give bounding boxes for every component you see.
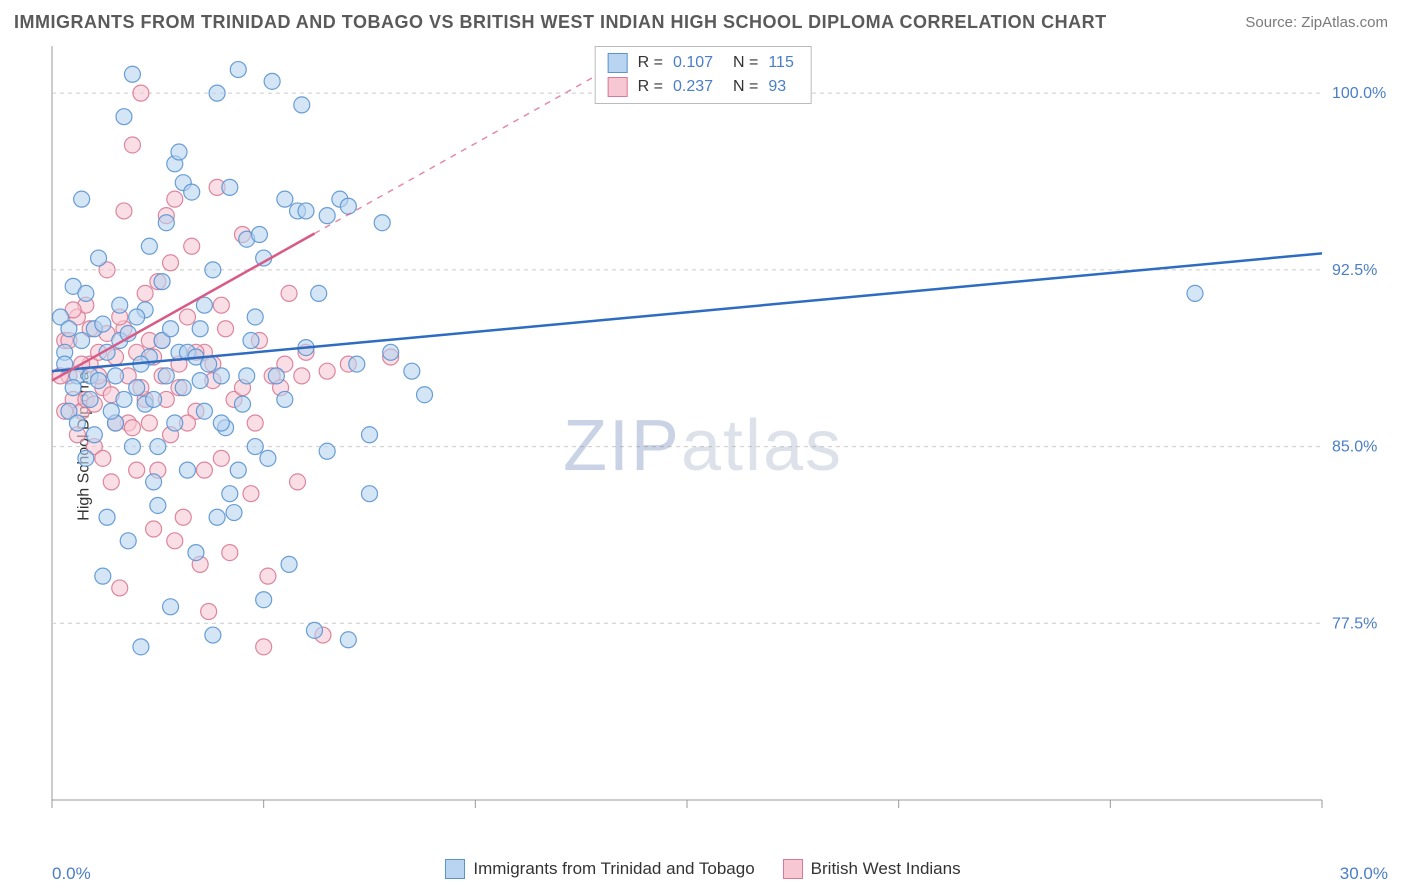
r-value: 0.107 (673, 54, 723, 72)
correlation-stats-box: R = 0.107 N = 115 R = 0.237 N = 93 (595, 46, 812, 104)
legend-swatch-icon (783, 859, 803, 879)
legend-swatch-icon (445, 859, 465, 879)
bottom-legend: Immigrants from Trinidad and Tobago Briti… (0, 859, 1406, 884)
source-attribution: Source: ZipAtlas.com (1245, 14, 1388, 31)
svg-text:100.0%: 100.0% (1332, 85, 1386, 102)
svg-text:85.0%: 85.0% (1332, 439, 1377, 456)
n-label: N = (733, 54, 758, 72)
source-label: Source: (1245, 14, 1297, 31)
stats-row-bwi: R = 0.237 N = 93 (608, 75, 799, 99)
svg-text:92.5%: 92.5% (1332, 262, 1377, 279)
chart-title: IMMIGRANTS FROM TRINIDAD AND TOBAGO VS B… (14, 12, 1107, 33)
stats-swatch-icon (608, 77, 628, 97)
legend-item-bwi: British West Indians (783, 859, 961, 879)
source-link[interactable]: ZipAtlas.com (1301, 14, 1388, 31)
plot-area: 77.5% 85.0% 92.5% 100.0% (46, 40, 1392, 840)
legend-label: Immigrants from Trinidad and Tobago (473, 859, 754, 879)
n-value: 115 (768, 54, 798, 72)
svg-text:77.5%: 77.5% (1332, 615, 1377, 632)
stats-row-trinidad: R = 0.107 N = 115 (608, 51, 799, 75)
n-value: 93 (768, 78, 798, 96)
stats-swatch-icon (608, 53, 628, 73)
r-value: 0.237 (673, 78, 723, 96)
chart-svg: 77.5% 85.0% 92.5% 100.0% (46, 40, 1392, 840)
legend-item-trinidad: Immigrants from Trinidad and Tobago (445, 859, 754, 879)
chart-container: IMMIGRANTS FROM TRINIDAD AND TOBAGO VS B… (0, 0, 1406, 892)
legend-label: British West Indians (811, 859, 961, 879)
r-label: R = (638, 54, 663, 72)
n-label: N = (733, 78, 758, 96)
r-label: R = (638, 78, 663, 96)
